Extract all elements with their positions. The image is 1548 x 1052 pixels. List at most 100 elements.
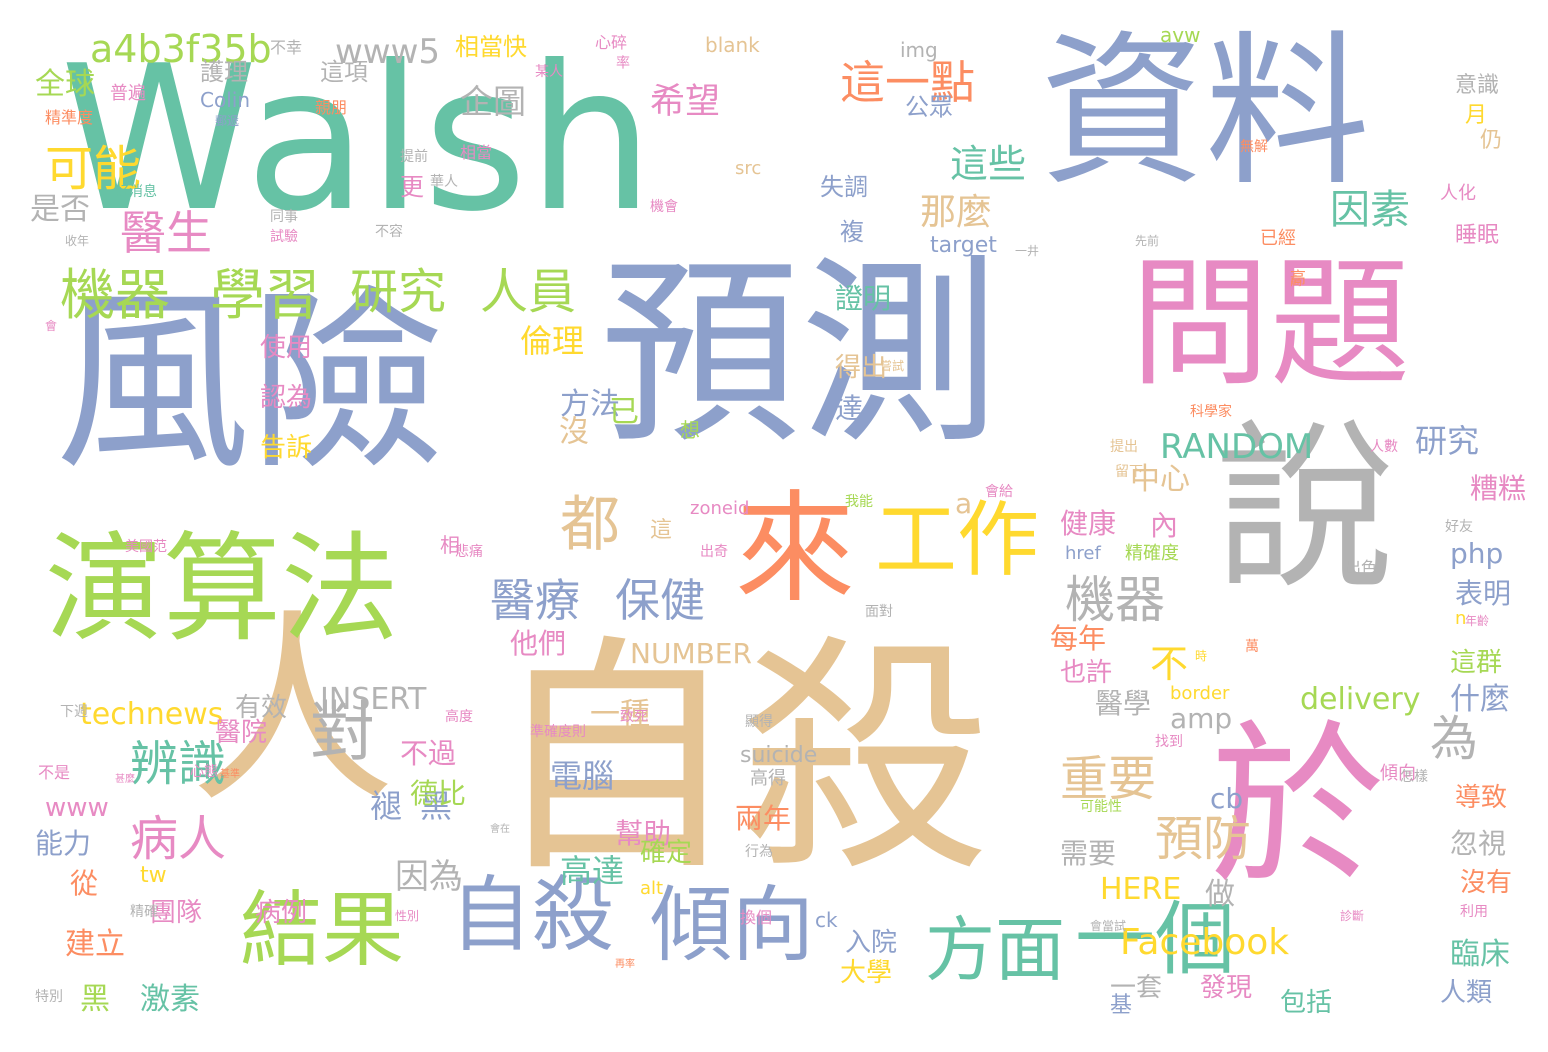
cloud-word: 失調: [820, 173, 868, 201]
cloud-word: 為: [1430, 711, 1479, 767]
cloud-word: 中心: [1130, 462, 1190, 497]
cloud-word: 人: [190, 593, 395, 831]
cloud-word: 月: [1465, 103, 1488, 128]
cloud-word: 入院: [845, 928, 898, 958]
cloud-word: 利用: [1460, 904, 1488, 920]
cloud-word: 不過: [400, 737, 457, 770]
cloud-word: 精準度: [45, 108, 94, 127]
cloud-word: 這群: [1450, 648, 1503, 678]
cloud-word: n: [1455, 608, 1467, 629]
cloud-word: 時: [1195, 649, 1208, 663]
cloud-word: 某人: [535, 64, 563, 80]
cloud-word: 褪: [370, 787, 403, 825]
cloud-word: 可能性: [1080, 799, 1122, 815]
cloud-word: href: [1065, 543, 1101, 564]
cloud-word: 率: [614, 55, 630, 69]
cloud-word: 華人: [430, 174, 458, 190]
cloud-word: 一個: [1075, 893, 1235, 986]
cloud-word: 工作: [875, 493, 1040, 588]
cloud-word: 因為: [395, 857, 463, 897]
cloud-word: 人類: [1440, 978, 1493, 1008]
cloud-word: 已: [603, 395, 638, 425]
cloud-word: 出奇: [700, 544, 728, 560]
cloud-word: 高: [1290, 268, 1307, 287]
cloud-word: 問題: [1130, 243, 1411, 406]
cloud-word: 提前: [400, 149, 428, 165]
cloud-word: 行為: [745, 844, 773, 860]
cloud-word: tw: [140, 863, 167, 888]
cloud-word: 想: [680, 418, 700, 442]
cloud-word: 更: [400, 173, 424, 201]
cloud-word: 下週: [60, 704, 88, 720]
cloud-word: 提出: [1110, 439, 1138, 455]
cloud-word: 醫學: [1095, 687, 1152, 720]
cloud-word: 致死: [620, 709, 648, 725]
cloud-word: 來: [735, 480, 855, 619]
cloud-word: 高達: [560, 852, 625, 890]
cloud-word: 導致: [1455, 783, 1508, 813]
cloud-word: 好友: [1445, 519, 1473, 535]
cloud-word: HERE: [1100, 872, 1182, 907]
cloud-word: www: [45, 793, 109, 823]
cloud-word: 好消息: [115, 184, 157, 200]
cloud-word: RANDOM: [1160, 427, 1314, 467]
cloud-word: 年齡: [1465, 614, 1490, 628]
cloud-word: 病人: [130, 811, 227, 867]
cloud-word: Colin: [200, 88, 250, 112]
cloud-word: 不幸: [270, 38, 303, 57]
cloud-word: ck: [815, 908, 838, 932]
cloud-word: 機會: [650, 199, 678, 215]
cloud-word: 這些: [950, 142, 1027, 186]
cloud-word: 會當試: [1090, 919, 1127, 933]
cloud-word: 公眾: [905, 93, 953, 121]
cloud-word: 相: [440, 533, 460, 557]
cloud-word: 發現: [1200, 973, 1253, 1003]
cloud-word: 萬: [1245, 639, 1259, 655]
cloud-word: 面對: [865, 604, 893, 620]
cloud-word: 病例: [255, 898, 308, 928]
cloud-word: zoneid: [690, 498, 750, 519]
cloud-word: 電腦: [550, 757, 615, 795]
cloud-word: 結果: [240, 883, 405, 978]
cloud-word: 基準: [220, 769, 240, 780]
cloud-word: 包括: [1280, 988, 1333, 1018]
cloud-word: 人化: [1440, 183, 1476, 204]
cloud-word: 嘗試: [880, 359, 905, 373]
cloud-word: 顯得: [745, 714, 773, 730]
cloud-word: 一種: [590, 697, 650, 732]
cloud-word: 學習: [210, 263, 321, 327]
cloud-word: 親朋: [315, 98, 348, 117]
cloud-word: www5: [335, 32, 441, 72]
cloud-word: 特別: [35, 989, 63, 1005]
cloud-word: 高度: [445, 709, 473, 725]
cloud-word: 表明: [1455, 577, 1512, 610]
cloud-word: 這一點: [840, 56, 976, 109]
cloud-word: 因素: [1330, 187, 1410, 233]
cloud-word: 認為: [260, 383, 313, 413]
cloud-word: 這項: [320, 58, 368, 86]
cloud-word: 傾向: [1380, 763, 1416, 784]
cloud-word: 健康: [1060, 507, 1117, 540]
cloud-word: 機器: [1065, 571, 1165, 629]
cloud-word: delivery: [1300, 682, 1421, 717]
cloud-word: amp: [1170, 702, 1233, 735]
cloud-word: 重要: [1060, 751, 1157, 807]
cloud-word: 先前: [1135, 234, 1160, 248]
cloud-word: 需要: [1060, 837, 1117, 870]
cloud-word: 怎樣: [1400, 769, 1428, 785]
cloud-word: 可能: [45, 141, 142, 197]
cloud-word: blank: [705, 33, 760, 57]
cloud-word: 倫理: [520, 322, 585, 360]
cloud-word: php: [1450, 537, 1504, 570]
cloud-word: border: [1170, 683, 1230, 704]
cloud-word: 郵遞: [215, 114, 240, 128]
cloud-word: 對: [310, 695, 376, 770]
cloud-word: target: [930, 233, 997, 258]
cloud-word: 甚麼: [115, 774, 135, 785]
cloud-word: 每年: [1050, 622, 1107, 655]
cloud-word: 忽視: [1450, 827, 1507, 860]
cloud-word: 不容: [375, 224, 403, 240]
cloud-word: 臨床: [1450, 937, 1510, 972]
cloud-word: 得出: [835, 353, 888, 383]
cloud-word: 證明: [835, 282, 892, 315]
